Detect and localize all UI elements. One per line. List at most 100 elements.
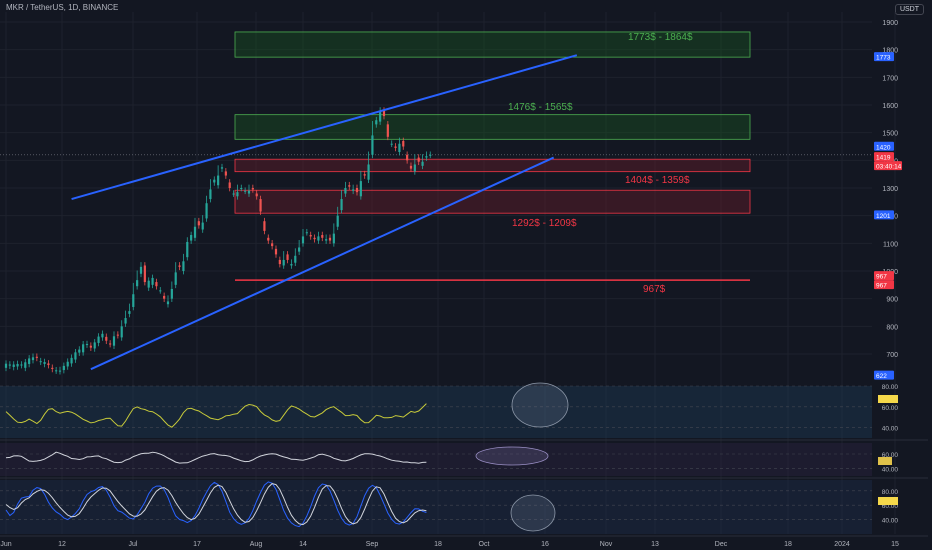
candle-body: [325, 239, 328, 241]
candle-body: [12, 364, 15, 368]
candle-body: [51, 367, 54, 369]
indicator-tick-label: 40.00: [882, 518, 899, 525]
candle-body: [97, 336, 100, 343]
candle-body: [43, 362, 46, 364]
candle-body: [178, 265, 181, 267]
candle-body: [55, 370, 58, 372]
indicator-pane-bg: [0, 386, 872, 438]
candle-body: [147, 280, 150, 288]
candle-body: [352, 189, 355, 191]
candle-body: [332, 233, 335, 244]
candle-body: [101, 333, 104, 338]
candle-body: [70, 357, 73, 364]
indicator-tick-label: 60.00: [882, 503, 899, 510]
candle-body: [255, 193, 258, 197]
candle-body: [228, 182, 231, 188]
candle-body: [274, 248, 278, 255]
candle-body: [406, 154, 409, 161]
price-badge: [874, 152, 894, 162]
indicator-line: [5, 403, 427, 428]
candle-body: [170, 288, 173, 299]
candle-body: [344, 188, 347, 194]
price-badge: [874, 271, 894, 281]
candle-body: [20, 364, 23, 366]
price-tick-label: 1900: [882, 20, 898, 27]
price-zone: [234, 189, 751, 214]
indicator-pane-bg: [0, 443, 872, 476]
candle-body: [78, 349, 81, 353]
candle-body: [93, 342, 96, 349]
candle-body: [35, 356, 38, 358]
candle-body: [74, 352, 77, 360]
candle-body: [294, 255, 297, 263]
price-zone: [234, 158, 751, 173]
candle-body: [220, 167, 224, 169]
indicator-badge: [878, 497, 898, 505]
candle-body: [132, 294, 135, 307]
candle-body: [371, 135, 374, 155]
candle-body: [363, 174, 366, 176]
highlight-ellipse: [475, 446, 549, 466]
price-badge-text: 967: [876, 274, 887, 281]
candle-body: [290, 264, 293, 266]
candle-body: [394, 146, 397, 148]
candle-body: [317, 236, 320, 241]
channel-line-upper: [71, 54, 578, 201]
price-zone: [234, 31, 751, 58]
candle-body: [16, 363, 19, 367]
candle-body: [213, 179, 216, 183]
candle-body: [359, 181, 362, 197]
candle-body: [375, 120, 378, 125]
candle-body: [28, 358, 31, 364]
candle-body: [163, 295, 166, 299]
price-tick-label: 1700: [882, 75, 898, 82]
indicator-tick-label: 40.00: [882, 426, 899, 433]
candle-body: [386, 124, 389, 137]
time-tick-label: Oct: [479, 541, 490, 548]
price-badge-text: 967: [876, 283, 887, 290]
channel-line-lower: [90, 156, 555, 371]
price-zone: [234, 114, 751, 140]
time-tick-label: 18: [434, 541, 442, 548]
time-tick-label: 18: [784, 541, 792, 548]
candle-body: [39, 361, 42, 363]
time-tick-label: Aug: [250, 541, 263, 548]
candle-body: [124, 318, 127, 324]
currency-badge[interactable]: USDT: [894, 4, 924, 15]
candle-body: [328, 237, 332, 241]
price-badge-text: 1773: [876, 55, 891, 62]
candle-body: [313, 237, 316, 240]
candle-body: [120, 326, 123, 338]
time-tick-label: 12: [58, 541, 66, 548]
indicator-line: [5, 481, 427, 528]
time-tick-label: Jul: [129, 541, 138, 548]
candle-body: [159, 290, 162, 292]
candle-body: [201, 222, 204, 230]
candle-body: [62, 365, 65, 371]
candle-body: [425, 156, 428, 158]
candle-body: [240, 188, 243, 189]
candle-body: [298, 247, 301, 252]
candle-body: [47, 363, 50, 366]
candle-body: [232, 193, 235, 195]
candle-body: [409, 165, 413, 169]
candle-body: [186, 241, 189, 258]
candle-body: [382, 110, 386, 117]
indicator-tick-label: 80.00: [882, 384, 899, 391]
candle-body: [24, 362, 27, 368]
candle-body: [8, 364, 11, 366]
candle-body: [282, 259, 285, 266]
candle-body: [190, 235, 193, 241]
price-badge: [874, 280, 894, 290]
time-tick-label: Nov: [600, 541, 613, 548]
candle-body: [355, 188, 359, 193]
price-tick-label: 800: [886, 324, 898, 331]
candle-body: [398, 143, 401, 153]
indicator-tick-label: 40.00: [882, 467, 899, 474]
time-tick-label: 16: [541, 541, 549, 548]
price-tick-label: 1500: [882, 131, 898, 138]
time-tick-label: 13: [651, 541, 659, 548]
price-badge-text: 1419: [876, 155, 891, 162]
candle-body: [105, 336, 108, 341]
